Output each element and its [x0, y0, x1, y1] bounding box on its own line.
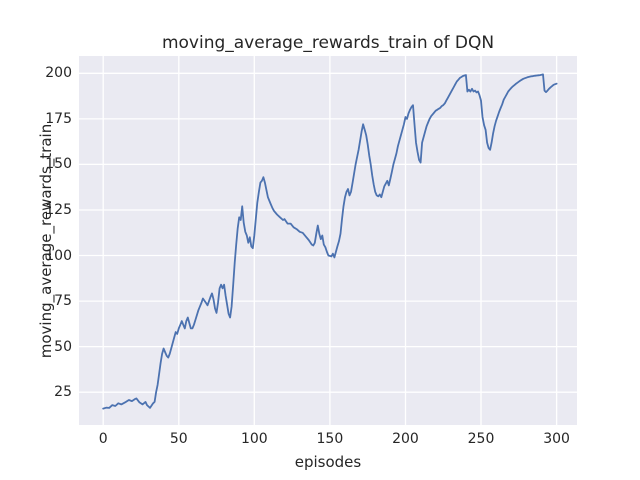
- x-tick-label: 200: [392, 431, 419, 447]
- chart-title: moving_average_rewards_train of DQN: [161, 33, 495, 53]
- y-axis-label: moving_average_rewards_train: [37, 123, 55, 359]
- plot-area: [79, 56, 577, 425]
- y-gridlines: [79, 72, 577, 393]
- y-tick-label: 175: [45, 110, 72, 127]
- y-tick-label: 50: [54, 338, 72, 355]
- y-tick-label: 150: [45, 156, 72, 173]
- y-tick-label: 75: [54, 293, 72, 310]
- x-axis-label: episodes: [294, 453, 362, 471]
- y-tick-label: 125: [45, 201, 72, 218]
- x-tick-label: 100: [240, 431, 268, 447]
- x-tick-label: 250: [467, 431, 495, 447]
- x-tick-label: 50: [169, 431, 188, 447]
- y-tick-label: 100: [45, 247, 72, 264]
- y-tick-label: 25: [54, 384, 72, 401]
- x-tick-label: 150: [316, 431, 344, 447]
- x-tick-label: 300: [543, 431, 570, 447]
- x-tick-label: 0: [98, 431, 108, 447]
- y-tick-label: 200: [45, 65, 72, 82]
- reward-line: [102, 73, 558, 410]
